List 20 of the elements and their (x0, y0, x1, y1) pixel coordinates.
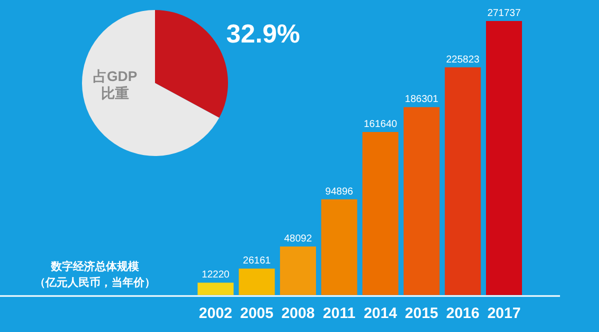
x-tick-label: 2015 (404, 305, 438, 322)
text: 占GDP比重 (92, 68, 138, 101)
data-label: 94896 (325, 186, 354, 198)
text: 数字经济总体规模 (50, 260, 140, 273)
data-label: 161640 (364, 119, 398, 130)
x-tick-label: 2017 (487, 305, 521, 322)
x-tick-label: 2008 (281, 305, 315, 322)
x-tick-label: 2011 (322, 305, 356, 322)
data-label: 186301 (404, 94, 439, 106)
data-label: 32.9% (226, 18, 300, 49)
x-tick-label: 2002 (198, 305, 232, 322)
text: （亿元人民币，当年价） (34, 276, 156, 289)
x-tick-label: 2014 (364, 305, 398, 322)
data-label: 12220 (202, 270, 230, 281)
data-label: 26161 (242, 256, 272, 267)
x-tick-label: 2016 (446, 305, 480, 322)
data-label: 48092 (284, 234, 312, 245)
data-label: 225823 (446, 54, 480, 66)
data-label: 271737 (487, 8, 522, 19)
x-tick-label: 2005 (240, 305, 274, 322)
